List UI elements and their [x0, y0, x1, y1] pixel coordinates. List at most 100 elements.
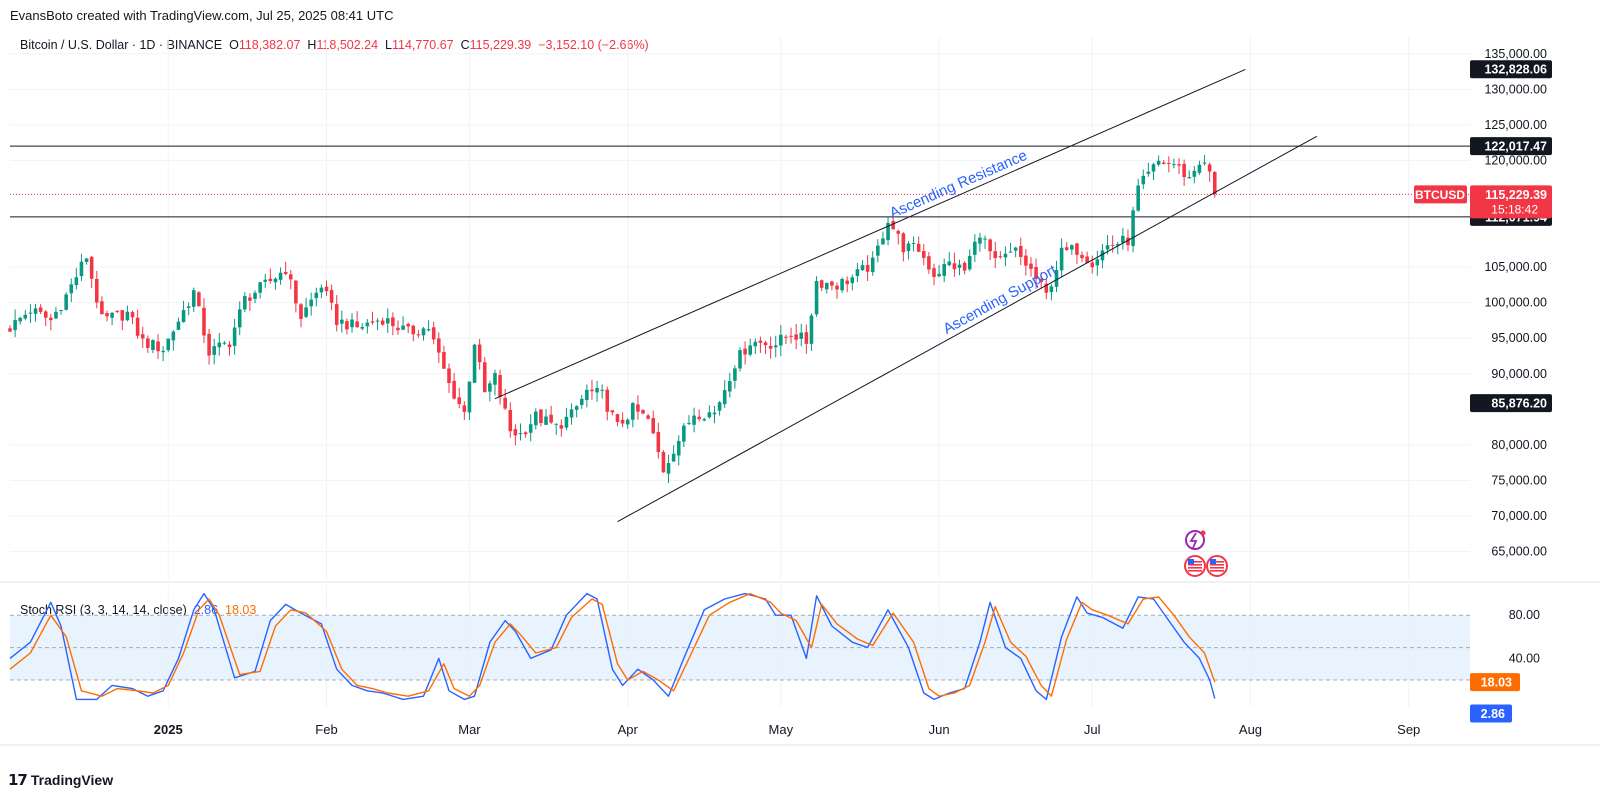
candle [569, 403, 574, 425]
stoch-rsi-title[interactable]: Stoch RSI (3, 3, 14, 14, close) [20, 603, 187, 617]
candle-body [207, 333, 211, 356]
candle-body [554, 423, 559, 425]
candle [222, 340, 227, 345]
candle [697, 409, 701, 422]
candle [559, 419, 564, 437]
candle-body [952, 263, 957, 270]
candle [314, 287, 319, 307]
x-tick-label: Jun [929, 722, 950, 737]
candle-body [1110, 244, 1115, 246]
candle [636, 395, 640, 420]
candle-body [927, 256, 931, 270]
candle [396, 320, 400, 335]
candle [176, 317, 181, 330]
candle-body [89, 256, 94, 279]
candle-body [733, 368, 737, 381]
candle [237, 301, 242, 336]
candle-body [978, 237, 982, 244]
candle-body [916, 243, 921, 252]
candle [722, 380, 727, 408]
candle-body [983, 238, 987, 240]
horizontal-lines-layer [10, 145, 1470, 218]
candle [1029, 257, 1033, 277]
candle [1146, 162, 1151, 177]
stoch-k-badge-bg [1470, 704, 1512, 723]
candle-body [54, 311, 58, 319]
candle-body [355, 321, 359, 328]
price-badge: 85,876.20 [1470, 394, 1552, 413]
stoch-d-badge-bg [1470, 673, 1520, 692]
candle-body [171, 331, 176, 341]
candle [488, 380, 492, 402]
candle [1100, 244, 1105, 269]
candle [600, 384, 604, 399]
candle-body [64, 294, 68, 310]
candle [508, 402, 513, 438]
candle [1151, 162, 1156, 181]
candle-body [865, 264, 870, 272]
candle-body [1039, 278, 1043, 282]
candle-body [28, 312, 33, 314]
candle-body [1192, 170, 1197, 177]
candle-body [671, 453, 676, 462]
y-tick-label: 100,000.00 [1484, 296, 1547, 310]
candle [661, 450, 666, 473]
candle [830, 280, 834, 291]
candle [692, 407, 696, 433]
candle [140, 326, 145, 348]
candle [687, 415, 691, 426]
y-tick-label: 65,000.00 [1491, 545, 1547, 559]
candle-body [528, 424, 533, 433]
candle-body [1059, 247, 1064, 271]
symbol-title[interactable]: Bitcoin / U.S. Dollar · 1D · BINANCE [20, 38, 223, 52]
candle-body [1080, 254, 1084, 259]
candle-body [447, 368, 451, 383]
candle-body [988, 239, 992, 252]
candle-body [1161, 162, 1166, 165]
candle [728, 372, 732, 398]
y-tick-label: 105,000.00 [1484, 260, 1547, 274]
candle-body [462, 405, 467, 412]
x-tick-label: Apr [618, 722, 639, 737]
candle-body [722, 390, 727, 405]
candle [784, 334, 788, 345]
candle-body [824, 282, 829, 290]
candle-body [574, 406, 579, 410]
candle-body [600, 389, 604, 391]
candle-body [1018, 245, 1023, 257]
candle-body [1207, 164, 1212, 172]
candle-body [100, 301, 104, 315]
candle [1044, 279, 1049, 300]
stoch-k-badge-label: 2.86 [1481, 707, 1505, 721]
candle-body [8, 328, 12, 332]
candle-body [1008, 251, 1013, 253]
stoch-lines-layer [9, 592, 1216, 701]
candle [779, 325, 783, 357]
candle [94, 270, 99, 309]
candle [1034, 258, 1038, 289]
candle [472, 343, 477, 383]
candle-body [712, 412, 717, 415]
x-tick-label: Aug [1239, 722, 1262, 737]
candle [217, 333, 222, 356]
candle-body [391, 317, 395, 327]
candle [738, 347, 742, 372]
candle [1182, 159, 1186, 186]
flag-stripe [1210, 561, 1224, 563]
candle [733, 365, 737, 389]
trend-lines-layer: Ascending Resistance Ascending Support [494, 68, 1318, 523]
candle [370, 311, 375, 325]
candle-body [294, 280, 298, 304]
x-tick-label: Jul [1084, 722, 1101, 737]
candle [253, 290, 257, 304]
candle-body [523, 432, 528, 435]
flag-stripe [1188, 567, 1202, 569]
candle-body [217, 342, 222, 348]
tradingview-branding[interactable]: 𝟭𝟳 TradingView [8, 771, 113, 789]
candle [493, 369, 497, 396]
candle-body [896, 230, 901, 234]
candle [957, 259, 962, 276]
candle [748, 338, 752, 357]
candle [426, 320, 431, 332]
